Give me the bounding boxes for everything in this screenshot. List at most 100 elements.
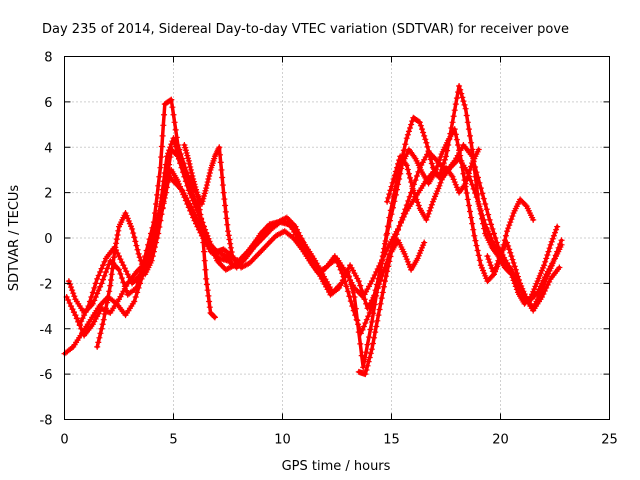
data-point: [459, 94, 466, 101]
data-point: [413, 196, 420, 203]
data-point: [133, 242, 140, 249]
data-point: [95, 287, 102, 294]
x-tick-label: 25: [601, 433, 618, 448]
data-point: [176, 146, 183, 153]
data-point: [366, 354, 373, 361]
data-point: [361, 356, 368, 363]
data-point: [168, 96, 175, 103]
data-point: [226, 236, 233, 243]
data-point: [452, 181, 459, 188]
data-point: [401, 250, 408, 257]
data-point: [205, 176, 212, 183]
data-point: [342, 271, 349, 278]
data-point: [149, 253, 156, 260]
data-point: [158, 211, 165, 218]
data-point: [443, 153, 449, 160]
data-point: [123, 268, 130, 275]
data-point: [101, 311, 108, 318]
data-point: [414, 199, 421, 206]
data-point: [364, 341, 371, 348]
data-point: [78, 325, 85, 332]
data-point: [66, 300, 73, 307]
data-point: [509, 272, 516, 279]
data-point: [172, 126, 179, 133]
data-point: [100, 276, 107, 283]
data-point: [403, 162, 410, 169]
data-point: [556, 264, 563, 271]
data-point: [497, 255, 504, 262]
data-point: [451, 179, 458, 186]
data-point: [436, 182, 443, 189]
data-point: [174, 141, 181, 148]
data-point: [192, 183, 199, 190]
data-point: [167, 154, 174, 161]
data-point: [474, 198, 481, 205]
x-tick-label: 5: [169, 433, 177, 448]
data-point: [191, 181, 198, 188]
data-point: [508, 269, 515, 276]
data-point: [85, 303, 92, 310]
data-point: [187, 207, 194, 214]
data-point: [66, 281, 73, 288]
data-point: [505, 262, 512, 269]
data-point: [408, 179, 415, 186]
data-point: [428, 201, 435, 208]
data-point: [183, 149, 190, 156]
data-point: [540, 290, 547, 297]
data-point: [465, 170, 472, 177]
data-point: [200, 195, 207, 202]
data-point: [496, 258, 503, 265]
data-point: [117, 270, 124, 277]
data-point: [121, 265, 128, 272]
data-point: [102, 269, 109, 276]
data-point: [380, 283, 387, 290]
data-point: [486, 231, 493, 238]
data-point: [383, 273, 390, 280]
data-point: [372, 329, 379, 336]
data-point: [189, 172, 196, 179]
data-point: [227, 244, 234, 251]
data-point: [360, 323, 367, 330]
data-point: [72, 312, 79, 319]
data-point: [370, 310, 377, 317]
data-point: [370, 275, 377, 282]
data-point: [532, 283, 539, 290]
data-point: [153, 200, 160, 207]
data-point: [78, 318, 85, 325]
data-point: [159, 132, 166, 139]
data-point: [211, 313, 218, 320]
data-point: [79, 315, 86, 322]
data-point: [219, 174, 226, 181]
x-tick-label: 10: [274, 433, 291, 448]
data-point: [452, 131, 459, 138]
data-point: [543, 284, 550, 291]
data-point: [163, 176, 170, 183]
data-point: [118, 275, 125, 282]
data-point: [222, 202, 229, 209]
data-point: [371, 301, 378, 308]
data-point: [538, 267, 545, 274]
data-point: [392, 185, 399, 192]
data-point: [156, 173, 163, 180]
data-point: [203, 185, 210, 192]
data-point: [201, 193, 208, 200]
data-point: [538, 280, 545, 287]
data-point: [440, 170, 447, 177]
data-point: [379, 256, 386, 263]
data-point: [456, 82, 463, 89]
data-point: [91, 284, 98, 291]
data-point: [554, 223, 561, 230]
data-point: [474, 174, 481, 181]
data-point: [420, 242, 427, 249]
data-point: [552, 229, 558, 236]
data-point: [450, 176, 457, 183]
data-point: [424, 143, 431, 150]
data-point: [484, 253, 491, 260]
data-point: [157, 164, 164, 171]
data-point: [377, 300, 384, 307]
data-point: [181, 194, 188, 201]
data-point: [409, 183, 416, 190]
data-point: [221, 196, 228, 203]
data-point: [522, 202, 529, 209]
